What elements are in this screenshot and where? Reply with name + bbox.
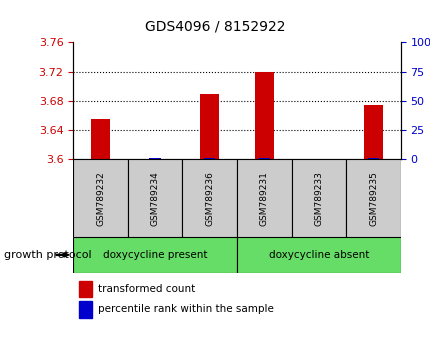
Bar [345, 159, 400, 237]
Bar [79, 301, 92, 318]
Text: GSM789234: GSM789234 [150, 171, 159, 225]
Bar [363, 104, 382, 159]
Bar [73, 237, 236, 273]
Text: transformed count: transformed count [98, 284, 195, 293]
Text: GSM789231: GSM789231 [259, 171, 268, 226]
Bar [128, 159, 182, 237]
Text: GSM789233: GSM789233 [314, 171, 322, 226]
Text: percentile rank within the sample: percentile rank within the sample [98, 304, 273, 314]
Bar [237, 237, 400, 273]
Bar [73, 159, 128, 237]
Bar [182, 159, 236, 237]
Bar [254, 72, 273, 159]
Text: GSM789232: GSM789232 [96, 171, 105, 225]
Text: GSM789236: GSM789236 [205, 171, 214, 226]
Bar [79, 281, 92, 297]
Text: GSM789235: GSM789235 [368, 171, 377, 226]
Bar [291, 159, 345, 237]
Bar [200, 93, 219, 159]
Text: growth protocol: growth protocol [4, 250, 92, 260]
Bar [258, 158, 270, 159]
Bar [203, 158, 215, 159]
Text: doxycycline present: doxycycline present [103, 250, 207, 260]
Text: doxycycline absent: doxycycline absent [268, 250, 368, 260]
Bar [91, 119, 110, 159]
Text: GDS4096 / 8152922: GDS4096 / 8152922 [145, 19, 285, 34]
Bar [237, 159, 291, 237]
Bar [149, 158, 160, 159]
Bar [367, 158, 378, 159]
